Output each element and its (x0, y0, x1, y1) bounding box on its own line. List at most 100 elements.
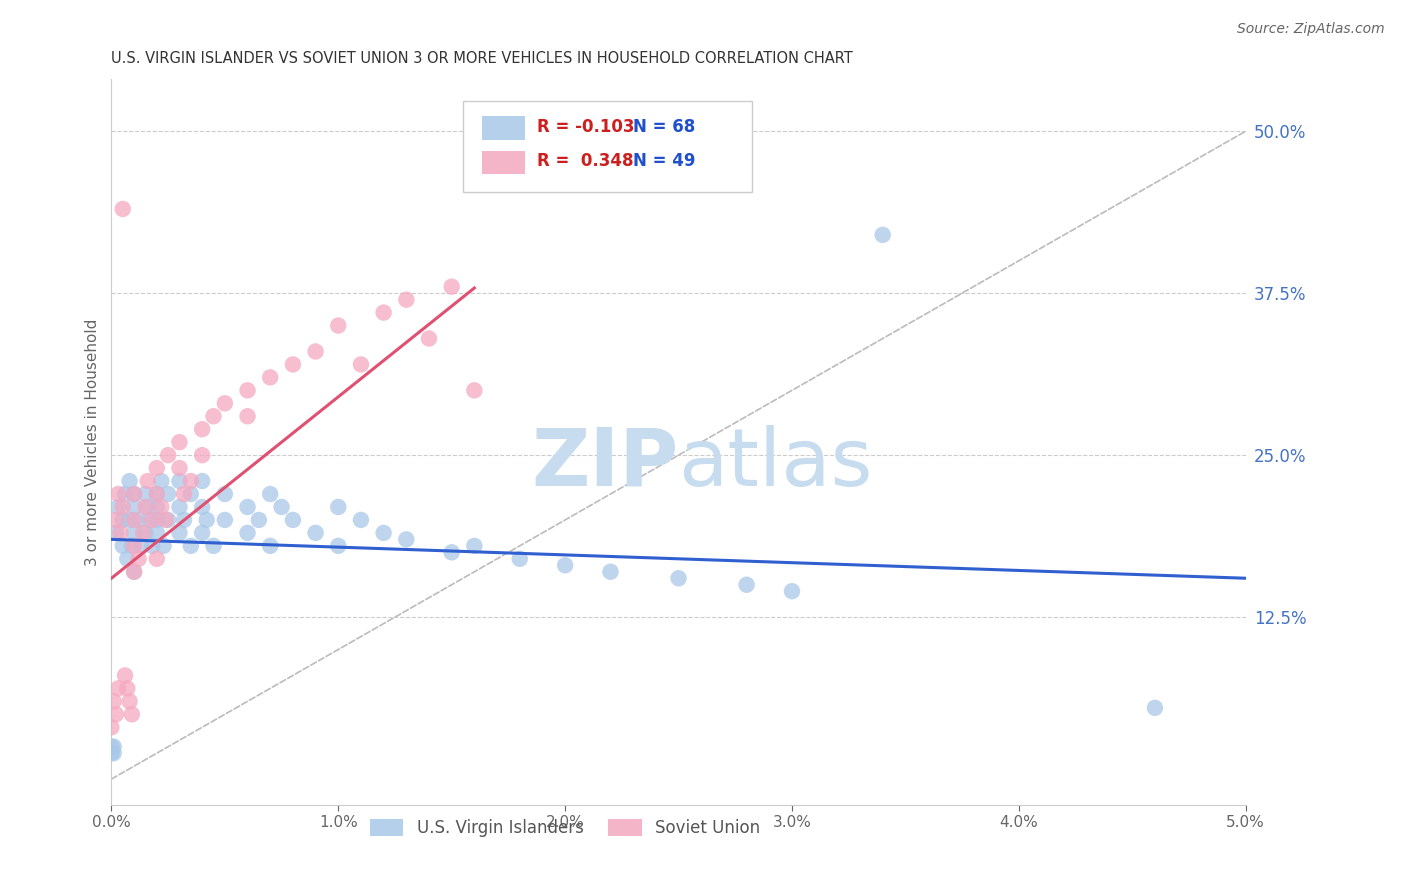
Point (100, 720, 122, 734)
Point (134, 525, 156, 540)
Point (132, 525, 155, 540)
Text: atlas: atlas (679, 425, 873, 503)
Point (180, 474, 202, 488)
Point (395, 533, 418, 547)
Point (236, 409, 259, 424)
Point (122, 487, 145, 501)
Legend: U.S. Virgin Islanders, Soviet Union: U.S. Virgin Islanders, Soviet Union (363, 813, 766, 844)
Point (136, 474, 159, 488)
Point (111, 539, 134, 553)
Point (463, 384, 485, 398)
Point (214, 513, 236, 527)
Point (180, 487, 202, 501)
Point (395, 293, 418, 307)
Point (328, 500, 350, 514)
Point (118, 513, 141, 527)
Point (463, 539, 485, 553)
Point (152, 539, 174, 553)
Point (117, 551, 139, 566)
Point (141, 513, 163, 527)
Point (146, 487, 169, 501)
Point (157, 513, 180, 527)
Point (328, 539, 350, 553)
Bar (482, 116, 526, 139)
Point (214, 396, 236, 410)
Point (191, 448, 214, 462)
Point (169, 435, 191, 450)
Point (118, 694, 141, 708)
Point (122, 565, 145, 579)
Point (150, 474, 173, 488)
Point (440, 279, 463, 293)
Point (304, 344, 326, 359)
Point (281, 513, 304, 527)
Point (191, 500, 214, 514)
Point (146, 525, 169, 540)
Point (107, 681, 129, 696)
Point (599, 565, 621, 579)
Point (418, 331, 440, 345)
Text: R = -0.103: R = -0.103 (537, 118, 634, 136)
Point (146, 461, 169, 475)
Point (117, 681, 139, 696)
Point (129, 539, 152, 553)
Text: R =  0.348: R = 0.348 (537, 153, 633, 170)
Point (328, 318, 350, 333)
Point (134, 487, 156, 501)
Point (111, 513, 134, 527)
Point (146, 500, 169, 514)
Point (350, 513, 373, 527)
Point (180, 539, 202, 553)
Point (236, 500, 259, 514)
Point (146, 513, 169, 527)
Point (122, 513, 145, 527)
Point (173, 513, 195, 527)
Point (110, 525, 132, 540)
Text: U.S. VIRGIN ISLANDER VS SOVIET UNION 3 OR MORE VEHICLES IN HOUSEHOLD CORRELATION: U.S. VIRGIN ISLANDER VS SOVIET UNION 3 O… (111, 51, 853, 66)
Point (173, 487, 195, 501)
Point (100, 739, 122, 754)
Point (157, 487, 180, 501)
Point (122, 487, 145, 501)
Point (191, 474, 214, 488)
Point (169, 500, 191, 514)
Point (128, 551, 150, 566)
Point (141, 539, 163, 553)
Text: Source: ZipAtlas.com: Source: ZipAtlas.com (1237, 22, 1385, 37)
Point (118, 474, 141, 488)
Point (134, 500, 156, 514)
Point (122, 539, 145, 553)
Point (111, 202, 134, 216)
Point (155, 513, 177, 527)
Point (104, 513, 127, 527)
Point (122, 525, 145, 540)
Point (146, 487, 169, 501)
Point (509, 551, 531, 566)
Point (121, 707, 143, 722)
Point (214, 487, 236, 501)
Point (735, 578, 758, 592)
Point (107, 487, 129, 501)
Point (122, 565, 145, 579)
Point (169, 461, 191, 475)
Y-axis label: 3 or more Vehicles in Household: 3 or more Vehicles in Household (86, 318, 100, 566)
Point (111, 500, 134, 514)
Point (373, 525, 395, 540)
Point (202, 409, 225, 424)
Point (440, 545, 463, 559)
Point (668, 571, 690, 585)
Point (259, 539, 281, 553)
Text: ZIP: ZIP (531, 425, 679, 503)
Point (104, 525, 127, 540)
Point (191, 525, 214, 540)
Point (247, 513, 270, 527)
Point (128, 513, 150, 527)
Point (146, 551, 169, 566)
Point (304, 525, 326, 540)
Point (373, 305, 395, 319)
Point (100, 746, 122, 760)
Point (114, 487, 136, 501)
Text: N = 49: N = 49 (633, 153, 696, 170)
Point (270, 500, 292, 514)
Point (259, 487, 281, 501)
